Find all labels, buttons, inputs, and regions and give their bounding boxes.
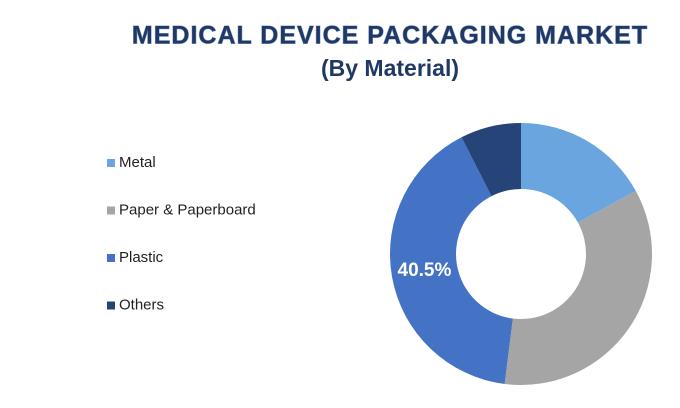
data-label: 40.5%	[398, 260, 452, 281]
legend-swatch	[107, 254, 115, 262]
donut-slice	[504, 190, 653, 385]
chart-subtitle: (By Material)	[321, 55, 459, 81]
legend-label: Metal	[119, 154, 156, 171]
legend-label: Paper & Paperboard	[119, 201, 256, 218]
donut-slice	[521, 123, 636, 223]
donut-slice	[461, 123, 521, 197]
legend-swatch	[107, 159, 115, 167]
legend-swatch	[107, 301, 115, 310]
chart-title: MEDICAL DEVICE PACKAGING MARKET	[132, 22, 648, 50]
donut-slice	[390, 137, 513, 384]
legend-label: Others	[119, 296, 164, 313]
legend-label: Plastic	[119, 249, 164, 266]
legend-swatch	[107, 206, 115, 215]
